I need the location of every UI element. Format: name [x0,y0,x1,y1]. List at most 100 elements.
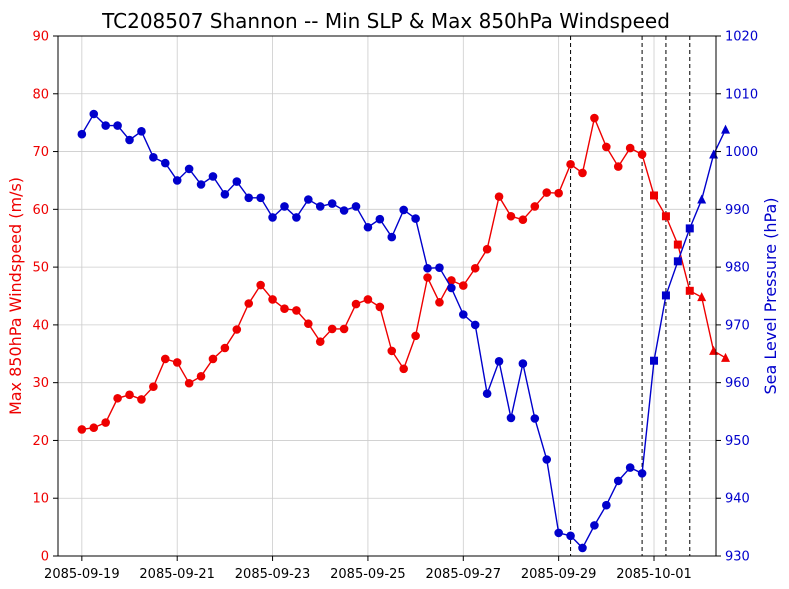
phase-lines [570,36,691,556]
y-right-tick-label: 990 [725,203,750,218]
pressure-point [220,190,230,199]
pressure-point [518,359,528,368]
pressure-point [208,172,218,181]
y-right-tick-label: 960 [725,376,750,391]
wind-point [125,390,134,400]
wind-point [458,281,468,290]
pressure-point [113,121,122,130]
wind-point-square [673,240,682,249]
wind-point [232,325,242,334]
x-tick-label: 2085-09-23 [235,567,311,582]
pressure-point [506,413,516,423]
wind-point [494,192,504,201]
pressure-point [435,263,444,272]
pressure-point [137,127,146,136]
y-left-tick-label: 60 [32,203,49,218]
pressure-point [256,193,265,203]
wind-point [518,215,528,225]
pressure-point [387,232,397,242]
x-tick-label: 2085-09-27 [426,567,502,582]
wind-point [172,358,182,367]
pressure-point [244,193,254,203]
wind-point [566,159,575,169]
pressure-point [351,202,361,211]
chart-title: TC208507 Shannon -- Min SLP & Max 850hPa… [101,9,670,33]
wind-point [268,295,277,304]
y-axis-left-label: Max 850hPa Windspeed (m/s) [6,177,25,415]
pressure-point [602,500,611,510]
y-right-tick-label: 1010 [725,87,758,102]
pressure-point-square [673,257,682,266]
pressure-point [292,213,301,222]
wind-point [506,211,516,221]
y-left-tick-label: 30 [32,376,49,391]
y-right-tick-label: 930 [725,550,750,565]
wind-point [590,113,599,123]
pressure-point [482,389,492,398]
wind-point [602,142,611,152]
pressure-point-triangle [709,149,719,159]
wind-point [447,276,456,285]
axes: 0102030405060708090930940950960970980990… [32,30,758,583]
pressure-point [566,531,575,541]
wind-point-square [650,191,659,200]
x-tick-label: 2085-10-01 [616,567,692,582]
wind-point-triangle [709,345,719,355]
wind-point [613,162,623,171]
wind-point [530,202,540,211]
pressure-point [411,214,420,223]
pressure-point [399,205,408,215]
wind-point [327,324,337,334]
pressure-point-square [685,224,694,233]
pressure-point [327,199,337,208]
pressure-point [637,469,647,478]
wind-point [137,395,146,404]
wind-point [375,302,385,312]
wind-point [280,304,289,314]
pressure-point [625,463,635,472]
pressure-point [149,153,158,162]
plot-frame [57,35,717,557]
wind-point [101,418,110,427]
pressure-point [77,129,87,139]
wind-point [435,298,444,307]
pressure-point [315,202,325,211]
y-left-tick-label: 0 [41,550,49,565]
wind-point [399,364,408,374]
pressure-point [268,213,277,222]
pressure-point [196,180,206,189]
wind-point [339,324,349,334]
wind-series [77,113,731,434]
wind-point [315,337,325,346]
y-left-tick-label: 70 [32,145,49,160]
pressure-point [375,214,385,224]
x-tick-label: 2085-09-29 [521,567,597,582]
pressure-point [458,310,468,319]
wind-point [292,306,301,315]
pressure-point [578,543,587,553]
wind-point [256,280,265,290]
wind-point [363,295,373,304]
pressure-point-square [661,291,670,300]
pressure-point [613,476,623,486]
wind-point [77,425,87,434]
pressure-point-triangle [697,194,707,204]
wind-point [554,188,563,198]
y-right-tick-label: 950 [725,434,750,449]
pressure-point-triangle [721,124,731,134]
wind-point [89,423,99,433]
wind-point [196,372,206,381]
wind-point [244,299,254,308]
x-tick-label: 2085-09-19 [44,567,120,582]
wind-point [184,378,194,388]
pressure-point [494,356,504,366]
pressure-point [363,222,373,232]
y-right-tick-label: 980 [725,261,750,276]
x-tick-label: 2085-09-21 [139,567,215,582]
pressure-point [172,176,182,185]
pressure-point [280,202,289,211]
wind-point [113,393,122,403]
wind-point [625,143,635,153]
